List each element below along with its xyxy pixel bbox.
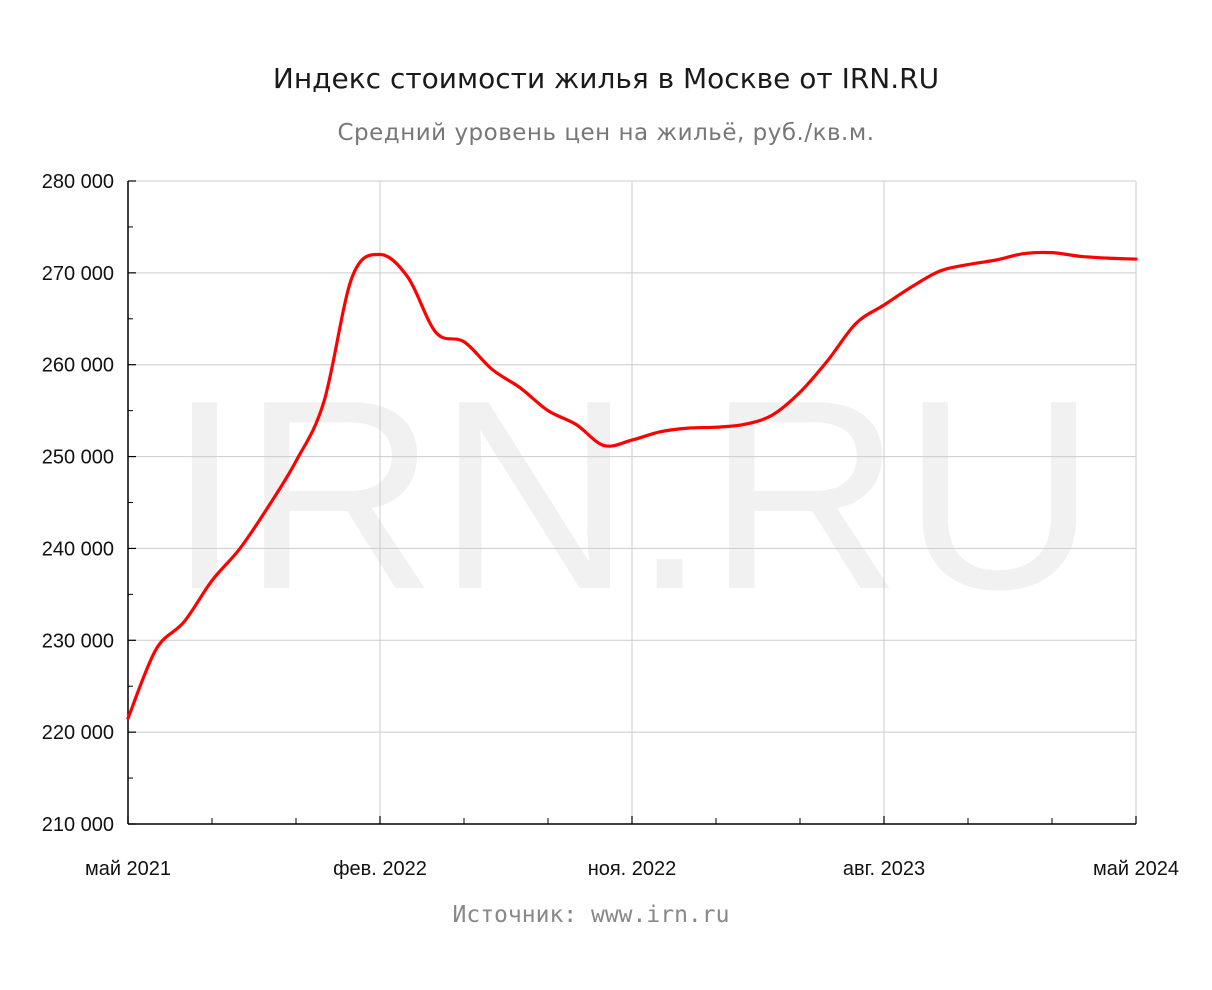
chart-title: Индекс стоимости жилья в Москве от IRN.R… <box>272 62 940 95</box>
y-tick-label: 230 000 <box>42 630 114 652</box>
y-tick-label: 270 000 <box>42 263 114 285</box>
y-tick-label: 210 000 <box>42 814 114 836</box>
x-tick-label: авг. 2023 <box>843 858 925 880</box>
y-tick-label: 280 000 <box>42 171 114 193</box>
grid-lines <box>128 180 1137 824</box>
series-layer <box>126 250 1138 720</box>
y-tick-label: 250 000 <box>42 447 114 469</box>
x-tick-label: май 2024 <box>1093 858 1179 880</box>
x-tick-label: фев. 2022 <box>333 858 427 880</box>
y-tick-label: 220 000 <box>42 722 114 744</box>
x-tick-label: май 2021 <box>85 858 171 880</box>
chart-subtitle: Средний уровень цен на жильё, руб./кв.м. <box>337 120 875 146</box>
x-axis-ticks: май 2021 фев. 2022 ноя. 2022 авг. 2023 май 2… <box>85 816 1179 880</box>
y-axis-ticks: 280 000 270 000 260 000 250 000 240 000 230 0… <box>42 171 136 836</box>
source-note: Источник: www.irn.ru <box>452 902 730 928</box>
price-index-line <box>126 250 1138 720</box>
y-tick-label: 260 000 <box>42 355 114 377</box>
x-tick-label: ноя. 2022 <box>588 858 677 880</box>
y-tick-label: 240 000 <box>42 538 114 560</box>
